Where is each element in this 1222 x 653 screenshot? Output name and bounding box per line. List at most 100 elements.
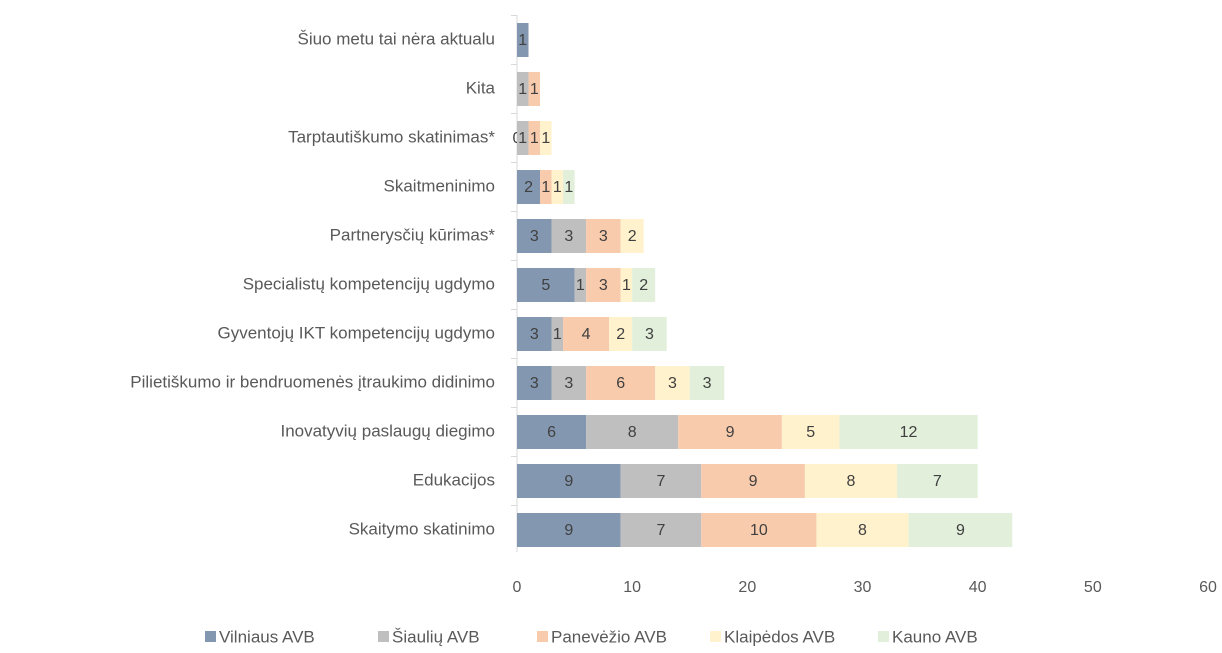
data-label: 3 [703, 375, 712, 392]
data-label: 8 [847, 473, 856, 490]
data-label: 9 [564, 522, 573, 539]
data-label: 3 [564, 228, 573, 245]
bar-segment [908, 513, 1013, 547]
data-label: 2 [628, 228, 637, 245]
category-label: Pilietiškumo ir bendruomenės įtraukimo d… [130, 372, 495, 391]
bar-segment [517, 415, 587, 449]
legend-label: Panevėžio AVB [551, 627, 667, 646]
category-label: Kita [466, 78, 496, 97]
data-label: 1 [553, 179, 562, 196]
bar-segment [701, 464, 805, 498]
bar-segment [620, 464, 702, 498]
data-label: 1 [541, 130, 550, 147]
data-label: 1 [518, 130, 527, 147]
bar-segment [563, 317, 610, 351]
bar-segment [586, 366, 656, 400]
bar-segment [517, 170, 541, 204]
bar-segment [632, 268, 656, 302]
legend-swatch [378, 631, 389, 642]
bar-segment [517, 121, 529, 155]
bar-segment [517, 268, 575, 302]
category-label: Inovatyvių paslaugų diegimo [280, 421, 495, 440]
bar-segment [551, 219, 587, 253]
data-label: 8 [858, 522, 867, 539]
data-label: 2 [639, 277, 648, 294]
bar-segment [620, 268, 633, 302]
legend-swatch [878, 631, 889, 642]
data-label: 1 [564, 179, 573, 196]
data-label: 9 [564, 473, 573, 490]
bar-segment [655, 366, 690, 400]
bar-segment [517, 464, 621, 498]
data-label: 6 [547, 424, 556, 441]
bar-segment [574, 268, 587, 302]
bar-segment [816, 513, 909, 547]
data-label: 7 [933, 473, 942, 490]
x-tick-label: 10 [623, 579, 641, 596]
bar-segment [551, 170, 564, 204]
data-label: 8 [628, 424, 637, 441]
bar-segment [701, 513, 817, 547]
data-label: 10 [750, 522, 768, 539]
category-label: Partnerysčių kūrimas* [330, 225, 496, 244]
bar-segment [804, 464, 898, 498]
bar-segment [540, 121, 552, 155]
data-label: 2 [616, 326, 625, 343]
bar-segment [551, 317, 564, 351]
category-label: Šiuo metu tai nėra aktualu [297, 29, 495, 48]
x-tick-label: 60 [1199, 579, 1217, 596]
bar-segment [517, 366, 552, 400]
bar-segment [517, 219, 552, 253]
bar-segment [620, 219, 644, 253]
data-label: 3 [530, 228, 539, 245]
bar-segment [678, 415, 782, 449]
data-label: 3 [564, 375, 573, 392]
data-label: 9 [956, 522, 965, 539]
bar-segment [689, 366, 725, 400]
bar-segment [586, 415, 679, 449]
category-label: Skaitmeninimo [384, 176, 496, 195]
legend-swatch [205, 631, 216, 642]
data-label: 6 [616, 375, 625, 392]
legend-swatch [710, 631, 721, 642]
bar-segment [517, 23, 529, 57]
x-tick-label: 30 [854, 579, 872, 596]
bar-segment [551, 366, 587, 400]
data-label: 9 [726, 424, 735, 441]
x-tick-label: 40 [969, 579, 987, 596]
bar-segment [563, 170, 575, 204]
x-tick-label: 50 [1084, 579, 1102, 596]
data-label: 3 [599, 228, 608, 245]
bar-segment [540, 170, 552, 204]
legend-swatch [537, 631, 548, 642]
data-label: 3 [530, 375, 539, 392]
bar-segment [586, 268, 621, 302]
data-label: 1 [576, 277, 585, 294]
legend-label: Vilniaus AVB [219, 627, 315, 646]
bar-segment [620, 513, 702, 547]
bar-segment [897, 464, 978, 498]
category-label: Edukacijos [413, 470, 495, 489]
data-label: 1 [530, 81, 539, 98]
bar-segment [517, 72, 529, 106]
data-label: 1 [530, 130, 539, 147]
legend-label: Šiaulių AVB [392, 627, 480, 646]
data-label: 3 [668, 375, 677, 392]
category-label: Gyventojų IKT kompetencijų ugdymo [218, 323, 496, 342]
data-label: 3 [645, 326, 654, 343]
data-label: 5 [806, 424, 815, 441]
x-tick-label: 20 [738, 579, 756, 596]
bar-segment [781, 415, 840, 449]
x-tick-label: 0 [513, 579, 522, 596]
data-label: 7 [657, 522, 666, 539]
data-label: 7 [657, 473, 666, 490]
data-label: 3 [599, 277, 608, 294]
bar-segment [609, 317, 633, 351]
bar-segment [586, 219, 621, 253]
data-label: 4 [582, 326, 591, 343]
legend-label: Klaipėdos AVB [724, 627, 835, 646]
bar-segment [528, 72, 541, 106]
data-label: 1 [518, 81, 527, 98]
data-label: 2 [524, 179, 533, 196]
